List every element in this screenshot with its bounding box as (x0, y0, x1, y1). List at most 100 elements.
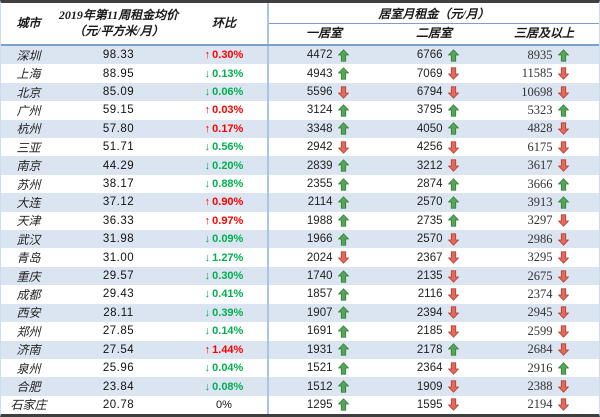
down-arrow-icon (557, 85, 569, 99)
city-cell: 泉州 (16, 361, 41, 376)
table-row: 南京 44.29 ↓ 0.20% 2839 3212 3617 (1, 156, 599, 175)
wow-value: 0.88% (212, 178, 244, 191)
room-rent-value: 1909 (416, 380, 443, 393)
up-arrow-icon (337, 177, 349, 191)
header-room1: 一居室 (305, 26, 342, 41)
header-room3: 三居及以上 (513, 26, 574, 41)
wow-value: 1.44% (212, 343, 244, 356)
down-arrow-icon (557, 306, 569, 320)
city-cell: 重庆 (16, 269, 41, 284)
room-rent-value: 2599 (527, 323, 553, 338)
room-rent-cell: 2684 (489, 341, 599, 359)
room-rent-cell: 3295 (489, 248, 599, 266)
room-rent-cell: 1857 (269, 285, 379, 303)
header-wow: 环比 (181, 3, 267, 44)
table-row: 济南 27.54 ↑ 1.44% 1931 2178 2684 (1, 340, 599, 359)
wow-value: 0.41% (212, 288, 244, 301)
table-row: 石家庄 20.78 0% 1295 1595 2194 (1, 395, 599, 415)
room-rent-cell: 1966 (269, 230, 379, 248)
room-rent-cell: 2839 (269, 156, 379, 174)
up-arrow-icon (557, 196, 569, 209)
up-arrow-icon (337, 48, 349, 62)
down-arrow-icon (447, 67, 459, 80)
wow-cell: ↑ 0.30% (181, 46, 267, 64)
down-arrow-icon (557, 288, 569, 301)
room-rent-value: 2185 (416, 325, 443, 338)
avg-price-cell: 37.12 (102, 196, 135, 209)
room-rent-cell: 2364 (379, 359, 489, 377)
room-rent-value: 4256 (416, 141, 443, 154)
down-arrow-icon (447, 380, 459, 393)
room-rent-value: 2874 (416, 178, 443, 191)
wow-value: 0.30% (212, 270, 244, 283)
section-divider (267, 340, 269, 359)
room-rent-value: 2394 (416, 306, 443, 319)
down-arrow-icon (447, 398, 459, 412)
wow-up-arrow-icon: ↑ (204, 343, 211, 356)
wow-down-arrow-icon: ↓ (204, 306, 211, 319)
down-arrow-icon (447, 251, 459, 264)
room-rent-cell: 2394 (379, 304, 489, 322)
down-arrow-icon (447, 325, 459, 338)
room-rent-value: 2916 (527, 360, 553, 375)
avg-price-cell: 20.78 (102, 398, 135, 411)
down-arrow-icon (557, 343, 569, 356)
section-divider (267, 230, 269, 249)
room-rent-value: 2388 (527, 379, 553, 394)
table-row: 泉州 25.96 ↓ 0.04% 1521 2364 2916 (1, 358, 599, 378)
room-rent-cell: 1691 (269, 322, 379, 340)
down-arrow-icon (447, 85, 459, 99)
city-cell: 深圳 (16, 48, 41, 63)
up-arrow-icon (557, 48, 569, 62)
section-divider (267, 266, 269, 286)
room-rent-cell: 3348 (269, 120, 379, 138)
room-rent-value: 1295 (306, 398, 333, 411)
room-rent-cell: 2114 (269, 193, 379, 211)
up-arrow-icon (337, 306, 349, 320)
section-divider (267, 3, 269, 44)
city-cell: 武汉 (16, 232, 41, 247)
down-arrow-icon (557, 398, 569, 412)
wow-cell: ↑ 1.44% (181, 341, 267, 359)
room-rent-value: 10698 (521, 84, 553, 99)
table-body: 深圳 98.33 ↑ 0.30% 4472 6766 8935 上海 88.95 ↓ 0.13% 49… (1, 46, 599, 415)
up-arrow-icon (337, 159, 349, 172)
room-rent-value: 2194 (527, 397, 553, 412)
wow-cell: ↓ 0.30% (181, 267, 267, 285)
room-rent-value: 2114 (307, 196, 333, 209)
wow-cell: ↓ 1.27% (181, 248, 267, 266)
room-rent-cell: 3212 (379, 156, 489, 174)
header-room-group: 居室月租金（元/月） (269, 3, 599, 24)
room-rent-cell: 4828 (489, 120, 599, 138)
room-rent-value: 2364 (416, 362, 443, 375)
table-row: 合肥 23.84 ↓ 0.08% 1512 1909 2388 (1, 377, 599, 396)
room-rent-cell: 4472 (269, 46, 379, 64)
room-rent-value: 2675 (527, 268, 553, 283)
table-row: 重庆 29.57 ↓ 0.30% 1740 2135 2675 (1, 266, 599, 286)
down-arrow-icon (557, 251, 569, 264)
up-arrow-icon (337, 269, 349, 283)
room-rent-cell: 1740 (269, 267, 379, 285)
wow-down-arrow-icon: ↓ (204, 159, 211, 172)
wow-cell: ↓ 0.20% (181, 156, 267, 174)
wow-value: 0.90% (212, 196, 244, 209)
up-arrow-icon (447, 343, 459, 356)
down-arrow-icon (557, 325, 569, 338)
room-rent-value: 3297 (527, 213, 553, 228)
room-rent-cell: 10698 (489, 83, 599, 101)
wow-down-arrow-icon: ↓ (204, 270, 211, 283)
avg-price-cell: 38.17 (102, 178, 135, 191)
city-cell: 成都 (16, 287, 41, 302)
city-cell: 济南 (16, 343, 41, 358)
up-arrow-icon (337, 380, 349, 393)
room-rent-value: 3212 (416, 159, 443, 172)
down-arrow-icon (337, 141, 349, 154)
section-divider (267, 46, 269, 65)
room-rent-value: 2942 (306, 141, 333, 154)
section-divider (267, 248, 269, 267)
room-rent-value: 1988 (306, 214, 333, 227)
avg-price-cell: 27.54 (102, 343, 135, 356)
city-cell: 三亚 (16, 140, 41, 155)
wow-value: 0.39% (212, 306, 244, 319)
